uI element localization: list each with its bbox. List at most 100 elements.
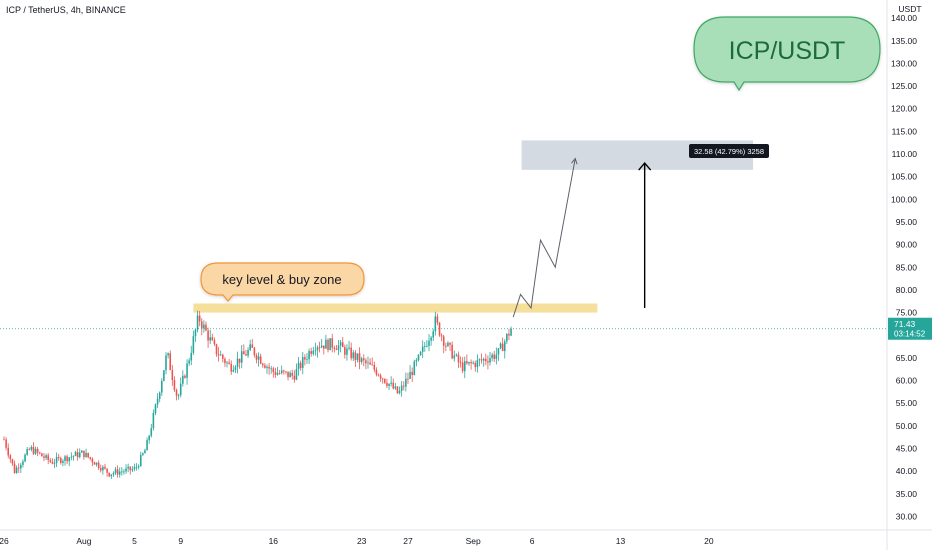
candle-body [447,342,449,347]
price-tick-label: 130.00 [891,58,917,68]
candle-body [236,358,239,368]
candle-body [144,450,146,454]
candle-body [200,321,203,329]
candle-body [222,354,224,359]
candle-body [87,452,89,458]
candle-body [270,368,273,370]
zone-callout-text: key level & buy zone [222,272,341,287]
candle-body [247,349,249,356]
candle-body [91,458,94,463]
candle-body [64,456,66,461]
candle-body [468,361,470,364]
price-tick-label: 95.00 [896,217,918,227]
last-price-tag: 71.43 03:14:52 [888,317,932,340]
candle-body [249,344,251,350]
candle-body [190,352,193,361]
price-tick-label: 30.00 [896,511,918,521]
candle-body [24,454,26,462]
candle-body [255,355,258,360]
candle-body [251,344,254,348]
candle-body [314,350,317,352]
price-axis[interactable]: 30.00 35.00 40.00 45.00 50.00 55.00 60.00 65.00… [886,0,922,550]
candle-body [402,385,405,387]
candle-body [398,390,401,394]
measure-arrowhead [638,162,652,171]
candle-body [106,468,108,473]
candle-body [13,463,16,473]
candle-body [165,355,167,371]
price-tick-label: 75.00 [896,308,918,318]
candle-body [137,466,140,468]
pair-callout[interactable]: ICP/USDT [693,16,881,92]
candle-body [445,345,447,347]
candle-body [173,380,176,390]
candle-body [245,354,247,356]
candle-body [495,354,498,359]
pair-callout-bubble [693,16,881,92]
candle-body [72,455,75,457]
candle-body [182,375,184,384]
candle-body [127,466,129,469]
price-tick-label: 115.00 [892,126,918,136]
candle-body [186,363,188,378]
candle-body [224,358,226,364]
price-tag-bg [888,317,932,340]
candle-body [432,331,435,338]
time-tick-label: Aug [76,536,91,546]
candle-body [440,335,443,337]
zone-callout[interactable]: key level & buy zone [200,262,365,302]
candle-body [83,450,85,458]
candle-body [15,467,18,473]
time-tick-label: 16 [269,536,279,546]
candle-body [32,446,35,454]
candle-body [78,452,81,458]
candle-body [424,346,426,347]
candle-body [291,372,294,376]
candle-body [392,382,395,389]
candle-body [461,362,464,372]
candle-body [215,344,218,355]
key-level-zone[interactable] [193,303,598,313]
candle-body [184,375,186,378]
candle-body [489,358,491,363]
candle-body [379,375,382,379]
candle-body [5,439,7,448]
price-tick-label: 80.00 [896,285,918,295]
pair-callout-text: ICP/USDT [729,37,846,65]
candle-body [320,345,323,348]
time-tick-label: 20 [704,536,714,546]
price-tick-label: 60.00 [896,376,918,386]
candle-body [411,371,413,376]
candle-body [261,363,264,366]
candle-body [276,373,279,375]
candle-body [405,378,407,387]
candle-body [428,340,430,346]
candle-body [49,460,52,462]
candle-body [66,456,68,462]
candle-body [388,383,390,386]
candle-body [51,461,54,464]
candle-body [316,347,319,351]
candle-body [219,354,222,356]
candle-body [278,373,281,374]
candle-body [175,389,178,396]
projection-path[interactable] [512,158,576,318]
candle-body [466,361,468,364]
candle-body [436,316,439,323]
candle-body [449,342,451,345]
time-tick-label: 27 [403,536,413,546]
price-tick-label: 35.00 [896,489,918,499]
candle-body [150,428,153,436]
candle-body [346,348,348,355]
candle-body [268,366,270,369]
candle-body [142,453,144,455]
candle-body [407,378,409,380]
candle-body [34,448,37,454]
candle-body [41,453,43,457]
candle-body [28,449,31,450]
candle-body [474,362,477,368]
time-axis[interactable]: 26 Aug 5 9 16 23 27 Sep 6 13 20 [0,529,932,546]
candle-body [264,365,266,368]
candle-body [442,336,445,346]
